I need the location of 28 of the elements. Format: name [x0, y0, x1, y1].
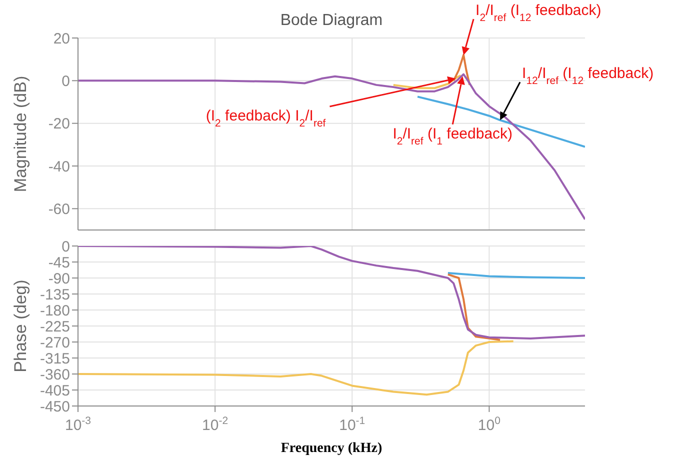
annotation: I$_{2}$/I$_{ref}$ (I$_{1}$ feedback): [392, 125, 513, 148]
annotation: I$_{12}$/I$_{ref}$ (I$_{12}$ feedback): [522, 65, 654, 88]
x-tick-label: 10$^{0}$: [478, 415, 501, 434]
y-tick-label: -315: [40, 350, 70, 368]
x-axis-title: Frequency (kHz): [280, 441, 382, 456]
y-tick-label: 0: [62, 72, 70, 90]
y-axis-title: Magnitude (dB): [11, 76, 30, 192]
y-tick-label: -360: [40, 366, 70, 384]
y-tick-label: -270: [40, 334, 70, 352]
y-tick-label: -405: [40, 382, 70, 400]
y-tick-label: -20: [48, 116, 70, 133]
x-tick-label: 10$^{-1}$: [339, 415, 366, 434]
y-tick-label: -225: [40, 318, 70, 336]
y-tick-label: -40: [48, 158, 70, 176]
y-tick-label: -135: [40, 286, 70, 304]
y-tick-label: -450: [40, 398, 70, 416]
y-tick-label: -45: [48, 254, 70, 272]
annotation: (I$_{2}$ feedback) I$_{2}$/I$_{ref}$: [206, 108, 326, 130]
y-tick-label: -60: [48, 200, 70, 218]
chart-title: Bode Diagram: [280, 12, 383, 29]
y-tick-label: -90: [48, 270, 70, 288]
y-axis-title: Phase (deg): [11, 280, 30, 372]
x-tick-label: 10$^{-2}$: [202, 415, 228, 434]
y-tick-label: 20: [53, 30, 70, 48]
x-tick-label: 10$^{-3}$: [64, 415, 92, 434]
y-tick-label: 0: [62, 238, 70, 256]
y-tick-label: -180: [40, 302, 70, 320]
annotation: I$_{2}$/I$_{ref}$ (I$_{12}$ feedback): [476, 2, 602, 24]
